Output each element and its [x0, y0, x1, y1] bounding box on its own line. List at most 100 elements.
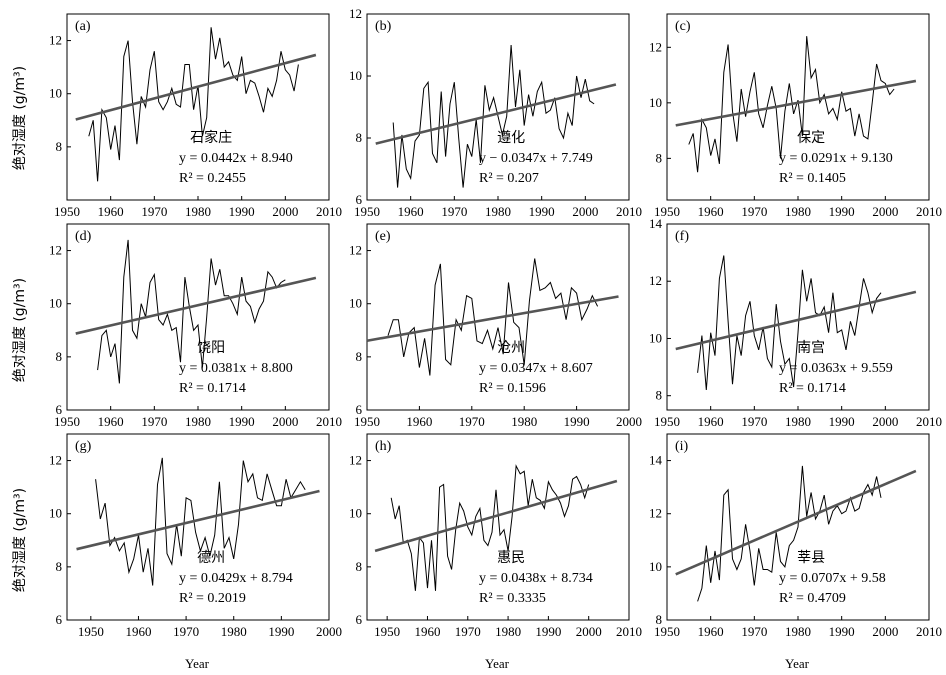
ylabel-row-2: 绝对湿度 (g/m³) [12, 278, 28, 382]
y-tick-label: 8 [356, 349, 363, 364]
x-tick-label: 2010 [916, 204, 942, 219]
regression-equation: y = 0.0442x + 8.940 [179, 151, 293, 166]
y-tick-label: 6 [356, 402, 363, 417]
x-tick-label: 1950 [654, 624, 680, 639]
y-tick-label: 8 [356, 559, 363, 574]
xlabel-col-2: Year [485, 656, 510, 671]
y-tick-label: 10 [649, 330, 662, 345]
x-tick-label: 1950 [354, 414, 380, 429]
y-tick-label: 10 [349, 296, 362, 311]
r-squared: R² = 0.207 [479, 171, 539, 186]
x-tick-label: 1960 [398, 204, 424, 219]
panel-label: (f) [675, 229, 689, 244]
y-tick-label: 10 [49, 86, 62, 101]
y-tick-label: 6 [56, 402, 63, 417]
chart-panel: 1950 1960 1970 1980 1990 2000 2010 6 8 10 12 (d) 饶阳 y… [49, 223, 342, 429]
x-tick-label: 1990 [535, 624, 561, 639]
regression-equation: y = 0.0347x + 8.607 [479, 361, 593, 376]
r-squared: R² = 0.1714 [179, 381, 246, 396]
y-tick-label: 8 [56, 559, 63, 574]
x-tick-label: 1960 [406, 414, 432, 429]
panel-label: (d) [75, 229, 92, 244]
x-tick-label: 1960 [414, 624, 440, 639]
y-tick-label: 6 [356, 612, 363, 627]
trend-line [75, 53, 317, 121]
x-tick-label: 1990 [229, 414, 255, 429]
x-tick-label: 1990 [564, 414, 590, 429]
chart-panel: 1950 1960 1970 1980 1990 2000 2010 8 10 12 (a) 石家庄 y… [49, 13, 342, 219]
y-tick-label: 12 [349, 243, 362, 258]
regression-equation: y = 0.0438x + 8.734 [479, 571, 593, 586]
x-tick-label: 1970 [141, 204, 167, 219]
x-tick-label: 1980 [785, 204, 811, 219]
r-squared: R² = 0.4709 [779, 591, 846, 606]
chart-panel: 1950 1960 1970 1980 1990 2000 2010 8 10 12 14 (f) 南宫… [649, 216, 942, 429]
y-tick-label: 12 [49, 33, 62, 48]
x-tick-label: 1990 [829, 624, 855, 639]
plot-frame [66, 433, 330, 621]
chart-panel: 1950 1960 1970 1980 1990 2000 2010 8 10 12 (c) 保定 y … [649, 13, 942, 219]
regression-equation: y = 0.0707x + 9.58 [779, 571, 886, 586]
regression-equation: y − 0.0347x + 7.749 [479, 151, 593, 166]
x-tick-label: 1950 [354, 204, 380, 219]
y-tick-label: 14 [649, 453, 663, 468]
station-name: 石家庄 [190, 129, 232, 146]
x-tick-label: 1980 [785, 414, 811, 429]
r-squared: R² = 0.2455 [179, 171, 246, 186]
y-tick-label: 12 [49, 453, 62, 468]
series-line [97, 239, 286, 384]
x-tick-label: 2000 [872, 624, 898, 639]
x-tick-label: 1970 [741, 414, 767, 429]
trend-line [366, 295, 619, 343]
y-tick-label: 12 [649, 273, 662, 288]
x-tick-label: 1960 [698, 204, 724, 219]
x-tick-label: 1990 [229, 204, 255, 219]
x-tick-label: 1980 [485, 204, 511, 219]
x-tick-label: 2010 [616, 624, 642, 639]
y-tick-label: 8 [356, 130, 363, 145]
r-squared: R² = 0.1405 [779, 171, 846, 186]
xlabel-col-1: Year [185, 656, 210, 671]
y-tick-label: 8 [656, 612, 663, 627]
regression-equation: y = 0.0291x + 9.130 [779, 151, 893, 166]
x-tick-label: 1970 [173, 624, 199, 639]
chart-panel: 1950 1960 1970 1980 1990 2000 6 8 10 12 (e) 沧州 y = 0… [349, 223, 642, 429]
x-tick-label: 2000 [272, 204, 298, 219]
r-squared: R² = 0.2019 [179, 591, 246, 606]
y-tick-label: 10 [649, 559, 662, 574]
y-tick-label: 12 [649, 506, 662, 521]
x-tick-label: 2000 [316, 624, 342, 639]
x-tick-label: 1970 [741, 624, 767, 639]
trend-line [675, 469, 917, 576]
x-tick-label: 1970 [141, 414, 167, 429]
station-name: 南宫 [797, 340, 825, 356]
x-tick-label: 2010 [916, 414, 942, 429]
station-name: 惠民 [497, 550, 525, 566]
series-line [392, 44, 595, 188]
x-tick-label: 2000 [576, 624, 602, 639]
x-tick-label: 2010 [616, 204, 642, 219]
trend-line [375, 83, 617, 145]
panel-label: (g) [75, 439, 92, 454]
regression-equation: y = 0.0429x + 8.794 [179, 571, 293, 586]
panel-label: (b) [375, 19, 392, 34]
regression-equation: y = 0.0381x + 8.800 [179, 361, 293, 376]
y-tick-label: 8 [656, 150, 663, 165]
panel-label: (c) [675, 19, 691, 34]
series-line [697, 255, 882, 391]
y-tick-label: 10 [49, 506, 62, 521]
x-tick-label: 1990 [829, 204, 855, 219]
x-tick-label: 1980 [785, 624, 811, 639]
x-tick-label: 2010 [916, 624, 942, 639]
trend-line [75, 276, 317, 335]
x-tick-label: 1990 [829, 414, 855, 429]
series-line [390, 464, 590, 591]
y-tick-label: 10 [349, 506, 362, 521]
y-tick-label: 6 [356, 192, 363, 207]
x-tick-label: 1980 [185, 414, 211, 429]
trend-line [374, 479, 618, 553]
panel-label: (a) [75, 19, 91, 34]
station-name: 遵化 [497, 129, 525, 146]
x-tick-label: 1960 [698, 414, 724, 429]
chart-panel: 1950 1960 1970 1980 1990 2000 2010 6 8 10 12 (h) 惠民 y… [349, 433, 642, 639]
